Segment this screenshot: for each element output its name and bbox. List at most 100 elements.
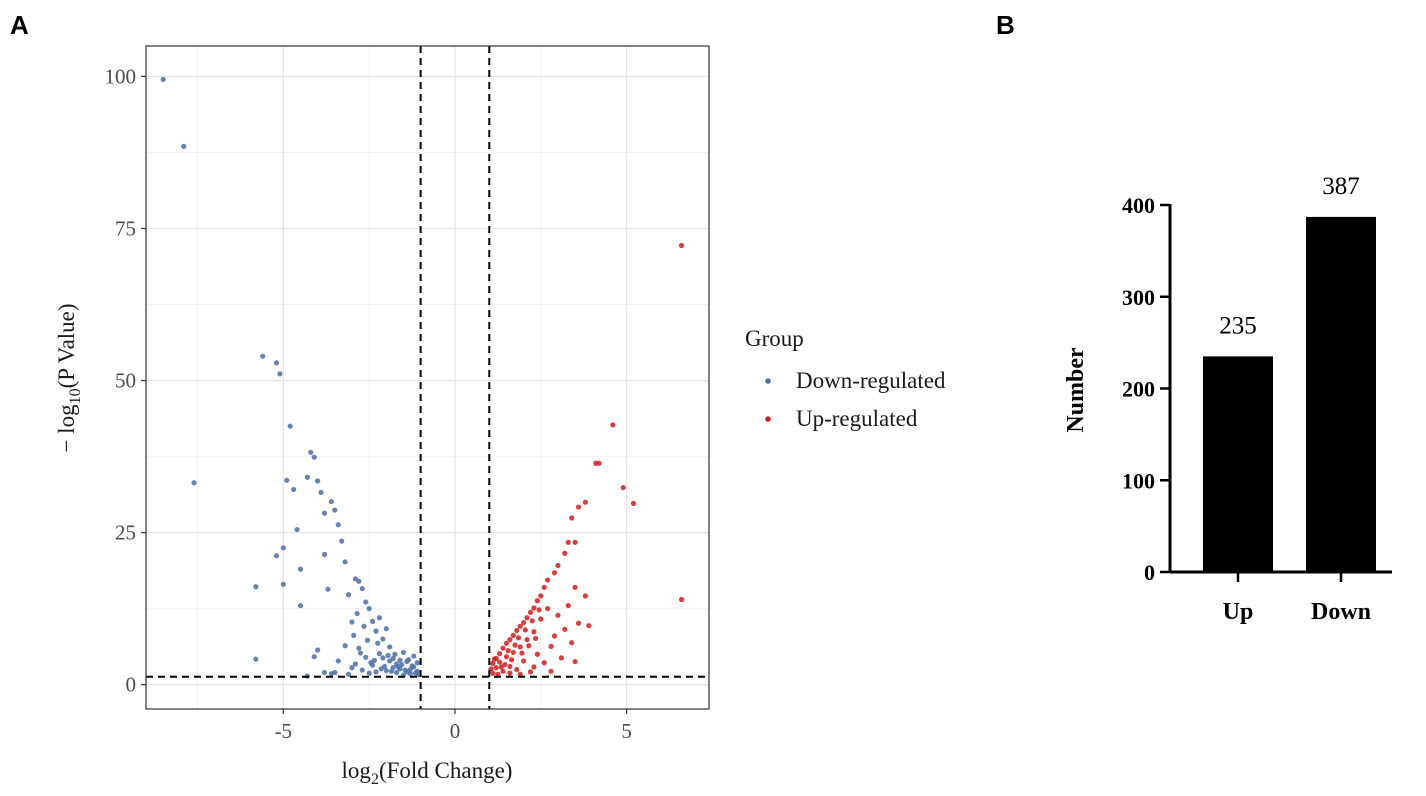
point-down-regulated xyxy=(364,637,371,643)
point-up-regulated xyxy=(562,626,568,632)
point-up-regulated xyxy=(538,616,544,622)
legend-label-up-regulated: Up-regulated xyxy=(796,406,918,431)
point-down-regulated xyxy=(411,653,417,659)
point-down-regulated xyxy=(325,586,331,592)
point-down-regulated xyxy=(406,657,412,663)
point-down-regulated xyxy=(284,477,290,483)
point-up-regulated xyxy=(507,637,513,643)
point-down-regulated xyxy=(342,643,348,649)
bar-category-label-up: Up xyxy=(1223,599,1254,625)
point-up-regulated xyxy=(496,651,503,657)
point-up-regulated xyxy=(610,422,616,428)
point-down-regulated xyxy=(349,665,355,671)
point-down-regulated xyxy=(351,632,357,639)
point-down-regulated xyxy=(345,671,352,677)
point-up-regulated xyxy=(630,500,637,507)
y-axis-title: − log10(P Value) xyxy=(54,303,84,452)
x-tick-label: 0 xyxy=(450,719,461,743)
y-axis-ticks: 0 25 50 75 100 xyxy=(105,64,146,697)
point-up-regulated xyxy=(555,562,561,569)
plot-panel-background xyxy=(146,46,709,709)
point-up-regulated xyxy=(493,665,499,671)
y-tick-label: 50 xyxy=(115,369,136,393)
point-down-regulated xyxy=(297,602,304,609)
bar-up xyxy=(1203,356,1273,572)
point-down-regulated xyxy=(181,143,187,149)
point-down-regulated xyxy=(315,478,321,484)
bar-y-tick-label: 300 xyxy=(1122,285,1155,310)
point-down-regulated xyxy=(294,526,300,533)
point-down-regulated xyxy=(291,486,297,493)
point-down-regulated xyxy=(375,640,381,646)
point-up-regulated xyxy=(551,570,558,576)
point-up-regulated xyxy=(531,605,537,611)
point-up-regulated xyxy=(521,658,527,664)
point-up-regulated xyxy=(517,623,523,629)
point-down-regulated xyxy=(359,585,365,592)
point-up-regulated xyxy=(575,504,582,510)
point-down-regulated xyxy=(321,510,328,516)
bar-chart: 235 387 Up Down 0 100 200 300 400 Number xyxy=(1063,173,1392,625)
point-up-regulated xyxy=(582,593,589,599)
point-up-regulated xyxy=(562,550,568,556)
point-down-regulated xyxy=(308,449,314,455)
point-up-regulated xyxy=(524,615,530,621)
point-down-regulated xyxy=(373,669,379,675)
point-down-regulated xyxy=(332,507,338,513)
point-down-regulated xyxy=(191,480,197,486)
point-up-regulated xyxy=(582,499,589,505)
bar-value-label-up: 235 xyxy=(1219,312,1257,339)
point-up-regulated xyxy=(551,633,558,639)
legend: Group Down-regulated Up-regulated xyxy=(745,326,946,431)
plot-panel-border xyxy=(145,45,710,710)
point-down-regulated xyxy=(273,553,280,559)
point-down-regulated xyxy=(349,619,355,625)
bar-y-tick-label: 100 xyxy=(1122,468,1155,493)
point-up-regulated xyxy=(533,635,539,642)
point-down-regulated xyxy=(376,615,383,621)
x-tick-label: 5 xyxy=(621,719,632,743)
bar-y-axis-title: Number xyxy=(1063,347,1089,433)
y-tick-label: 100 xyxy=(105,64,137,88)
scatter-points xyxy=(160,76,685,679)
point-down-regulated xyxy=(287,423,293,429)
point-down-regulated xyxy=(394,669,400,676)
point-down-regulated xyxy=(387,658,393,664)
point-down-regulated xyxy=(383,668,389,674)
point-down-regulated xyxy=(414,660,420,666)
point-down-regulated xyxy=(277,371,283,377)
point-up-regulated xyxy=(541,660,547,666)
bars: 235 387 xyxy=(1203,173,1376,573)
point-up-regulated xyxy=(519,650,525,656)
point-down-regulated xyxy=(356,645,362,651)
point-up-regulated xyxy=(586,623,592,629)
bar-axes: Up Down 0 100 200 300 400 xyxy=(1122,193,1392,625)
point-down-regulated xyxy=(273,360,280,366)
point-down-regulated xyxy=(328,498,334,505)
point-up-regulated xyxy=(541,584,547,590)
point-down-regulated xyxy=(318,489,324,496)
point-down-regulated xyxy=(383,626,389,632)
point-up-regulated xyxy=(529,618,535,624)
bar-y-tick-label: 200 xyxy=(1122,377,1155,402)
point-up-regulated xyxy=(620,484,626,491)
x-axis-ticks: -5 0 5 xyxy=(275,709,632,743)
bar-y-tick-label: 400 xyxy=(1122,193,1155,218)
point-up-regulated xyxy=(545,606,551,612)
point-down-regulated xyxy=(354,610,360,617)
point-down-regulated xyxy=(311,454,317,460)
point-up-regulated xyxy=(507,663,513,670)
point-down-regulated xyxy=(380,655,386,661)
bar-down xyxy=(1306,216,1376,573)
point-down-regulated xyxy=(297,566,304,572)
point-down-regulated xyxy=(397,657,403,663)
point-up-regulated xyxy=(548,643,554,649)
point-down-regulated xyxy=(409,663,415,669)
point-down-regulated xyxy=(304,474,310,480)
point-down-regulated xyxy=(315,647,321,653)
point-up-regulated xyxy=(527,669,534,675)
point-down-regulated xyxy=(376,651,383,657)
point-down-regulated xyxy=(359,667,365,673)
point-down-regulated xyxy=(387,644,393,650)
point-up-regulated xyxy=(514,627,520,634)
